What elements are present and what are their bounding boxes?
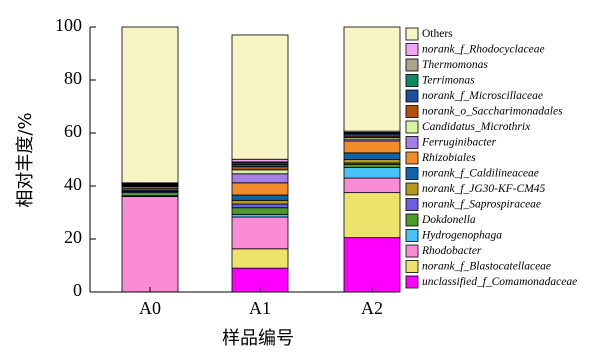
y-tick-label-80: 80 <box>64 68 82 88</box>
legend-swatch-Others <box>405 27 419 41</box>
bar-segment-A1-norank_f_Saprospiraceae <box>231 203 289 209</box>
bar-segment-A1-Others <box>231 34 289 160</box>
x-axis-title: 样品编号 <box>222 328 294 349</box>
legend-swatch-norank_f_Blastocatellaceae <box>405 260 419 273</box>
legend-label-norank_f_Saprospiraceae: norank_f_Saprospiraceae <box>422 199 541 211</box>
legend-label-norank_f_Rhodocyclaceae: norank_f_Rhodocyclaceae <box>422 44 545 56</box>
legend-swatch-Thermomonas <box>405 58 419 72</box>
legend-label-Others: Others <box>422 28 453 40</box>
legend-swatch-norank_f_Caldilineaceae <box>405 167 419 180</box>
bar-segment-A2-norank_f_Blastocatellaceae <box>343 192 401 239</box>
legend-swatch-norank_f_JG30-KF-CM45 <box>405 182 419 196</box>
bar-segment-A2-Others <box>343 26 401 132</box>
legend-label-Thermomonas: Thermomonas <box>422 59 488 71</box>
legend-swatch-norank_f_Microscillaceae <box>405 89 419 103</box>
legend-swatch-norank_f_Rhodocyclaceae <box>405 43 419 56</box>
bar-segment-A0-Dokdonella <box>121 192 179 197</box>
y-tick-label-40: 40 <box>64 174 82 194</box>
y-axis-title: 相对丰度/% <box>15 112 36 207</box>
y-tick-label-0: 0 <box>73 280 82 300</box>
legend-swatch-Rhodobacter <box>405 244 419 258</box>
legend-label-norank_f_JG30-KF-CM45: norank_f_JG30-KF-CM45 <box>422 183 546 195</box>
bar-segment-A2-Dokdonella <box>343 163 401 168</box>
legend-label-unclassified_f_Comamonadaceae: unclassified_f_Comamonadaceae <box>422 276 577 288</box>
x-tick-label-A1: A1 <box>249 298 271 318</box>
bar-segment-A0-Others <box>121 26 179 184</box>
y-tick-label-60: 60 <box>64 121 82 141</box>
legend-swatch-Dokdonella <box>405 213 419 227</box>
bar-segment-A2-Rhodobacter <box>343 177 401 194</box>
legend-label-Ferruginibacter: Ferruginibacter <box>421 137 497 149</box>
legend-swatch-Rhizobiales <box>405 151 419 165</box>
y-tick-label-20: 20 <box>64 227 82 247</box>
bar-segment-A1-Rhodobacter <box>231 216 289 250</box>
bar-segment-A1-norank_f_Caldilineaceae <box>231 194 289 201</box>
bar-segment-A1-Candidatus_Microthrix <box>231 169 289 175</box>
plot-area <box>121 26 401 293</box>
legend-label-Terrimonas: Terrimonas <box>422 75 475 87</box>
bar-segment-A1-norank_f_Blastocatellaceae <box>231 248 289 269</box>
x-tick-label-A0: A0 <box>139 298 161 318</box>
x-tick-label-A2: A2 <box>361 298 383 318</box>
legend-label-Dokdonella: Dokdonella <box>421 214 476 226</box>
legend-swatch-Hydrogenophaga <box>405 229 419 242</box>
bar-segment-A1-norank_o_Saccharimonadales <box>231 166 289 171</box>
bar-segment-A0-Rhodobacter <box>121 196 179 293</box>
legend-swatch-Candidatus_Microthrix <box>405 120 419 134</box>
legend: Others norank_f_Rhodocyclaceae Thermomonas… <box>405 27 577 289</box>
bar-segment-A1-norank_f_JG30-KF-CM45 <box>231 199 289 205</box>
legend-label-Hydrogenophaga: Hydrogenophaga <box>421 230 502 242</box>
bar-segment-A2-Hydrogenophaga <box>343 167 401 179</box>
legend-swatch-unclassified_f_Comamonadaceae <box>405 275 419 289</box>
bar-segment-A1-Rhizobiales <box>231 182 289 196</box>
legend-swatch-Ferruginibacter <box>405 136 419 149</box>
bar-segment-A2-unclassified_f_Comamonadaceae <box>343 237 401 293</box>
bar-segment-A2-Rhizobiales <box>343 140 401 154</box>
legend-swatch-norank_o_Saccharimonadales <box>405 105 419 118</box>
legend-label-Candidatus_Microthrix: Candidatus_Microthrix <box>422 121 531 133</box>
bar-segment-A1-Dokdonella <box>231 207 289 215</box>
legend-swatch-norank_f_Saprospiraceae <box>405 198 419 211</box>
bar-segment-A1-Ferruginibacter <box>231 173 289 184</box>
legend-label-norank_f_Microscillaceae: norank_f_Microscillaceae <box>422 90 543 102</box>
legend-label-norank_f_Caldilineaceae: norank_f_Caldilineaceae <box>422 168 539 180</box>
legend-label-Rhizobiales: Rhizobiales <box>421 152 476 164</box>
bar-segment-A2-norank_f_JG30-KF-CM45 <box>343 159 401 164</box>
y-tick-label-100: 100 <box>55 15 82 35</box>
axes: 0 20 40 60 80 100 A0 A1 A2 <box>55 15 396 318</box>
legend-label-Rhodobacter: Rhodobacter <box>421 245 482 257</box>
legend-label-norank_o_Saccharimonadales: norank_o_Saccharimonadales <box>422 106 563 118</box>
legend-label-norank_f_Blastocatellaceae: norank_f_Blastocatellaceae <box>422 261 551 273</box>
legend-swatch-Terrimonas <box>405 74 419 87</box>
bar-segment-A2-norank_f_Caldilineaceae <box>343 152 401 160</box>
